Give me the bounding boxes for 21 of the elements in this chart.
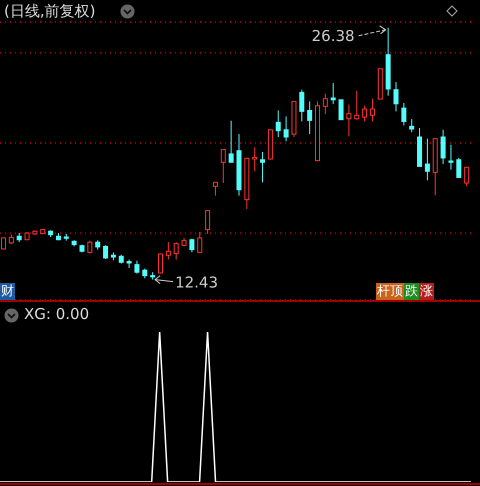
annotation: 26.38: [312, 26, 355, 45]
candlestick: [284, 116, 289, 142]
annotation: 财: [0, 283, 15, 300]
candlestick: [260, 151, 266, 183]
candlestick: [307, 100, 312, 135]
chart-title: XG: 0.00: [24, 305, 90, 323]
annotation: 杆顶: [376, 283, 404, 300]
annotation: 涨: [419, 283, 434, 300]
candlestick: [394, 82, 398, 112]
candlestick: [322, 93, 328, 115]
annotation: 跌: [404, 283, 419, 300]
candlestick: [424, 138, 430, 181]
candlestick: [409, 118, 414, 133]
candlestick: [276, 110, 281, 138]
candlestick: [299, 89, 304, 122]
annotation: 12.43: [175, 274, 218, 292]
candlestick: [236, 134, 242, 196]
candlestick: [252, 146, 258, 172]
candlestick: [346, 104, 352, 137]
candlestick: [166, 242, 171, 260]
chart-title: (日线,前复权): [4, 2, 96, 21]
